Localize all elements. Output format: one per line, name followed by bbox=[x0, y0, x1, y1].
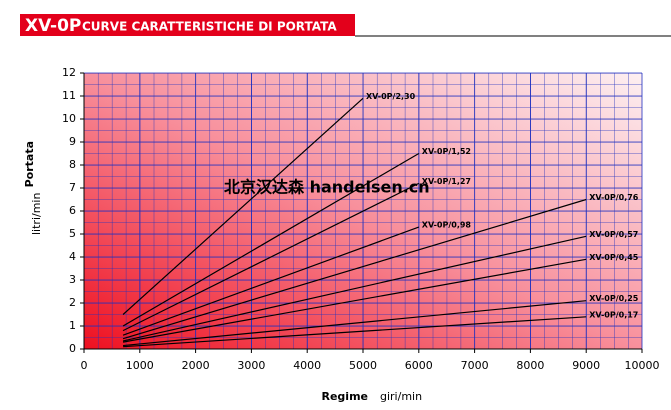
series-line bbox=[122, 97, 364, 315]
title-box bbox=[20, 14, 355, 36]
series-label: XV-0P/1,52 bbox=[422, 147, 471, 156]
y-tick-label: 6 bbox=[69, 204, 76, 217]
y-tick-label: 7 bbox=[69, 181, 76, 194]
x-tick-label: 7000 bbox=[461, 359, 489, 372]
x-tick-label: 0 bbox=[81, 359, 88, 372]
y-tick-label: 4 bbox=[69, 250, 76, 263]
series-line bbox=[122, 182, 420, 332]
x-tick-label: 10000 bbox=[625, 359, 660, 372]
series-line bbox=[122, 258, 587, 343]
series-label: XV-0P/0,57 bbox=[589, 230, 638, 239]
y-axis-label: Portata bbox=[23, 141, 36, 187]
series-label: XV-0P/0,25 bbox=[589, 294, 639, 303]
series-label: XV-0P/0,98 bbox=[422, 221, 472, 230]
y-tick-label: 11 bbox=[62, 89, 76, 102]
series-line bbox=[122, 198, 587, 340]
series-label: XV-0P/0,45 bbox=[589, 253, 639, 262]
x-tick-label: 4000 bbox=[293, 359, 321, 372]
series-line bbox=[122, 226, 420, 336]
y-axis-unit: litri/min bbox=[30, 193, 43, 235]
x-tick-label: 8000 bbox=[516, 359, 544, 372]
series-line bbox=[123, 316, 587, 348]
x-tick-label: 2000 bbox=[182, 359, 210, 372]
x-tick-label: 6000 bbox=[405, 359, 433, 372]
y-tick-label: 8 bbox=[69, 158, 76, 171]
y-tick-label: 2 bbox=[69, 296, 76, 309]
y-tick-label: 9 bbox=[69, 135, 76, 148]
x-tick-label: 9000 bbox=[572, 359, 600, 372]
series-label: XV-0P/2,30 bbox=[366, 92, 416, 101]
y-tick-label: 5 bbox=[69, 227, 76, 240]
y-tick-label: 3 bbox=[69, 273, 76, 286]
watermark: 北京汉达森 handelsen.cn bbox=[224, 178, 430, 197]
series-label: XV-0P/0,17 bbox=[589, 310, 638, 319]
x-axis-unit: giri/min bbox=[380, 390, 422, 403]
x-tick-label: 5000 bbox=[349, 359, 377, 372]
y-tick-label: 0 bbox=[69, 342, 76, 355]
series-label: XV-0P/0,76 bbox=[589, 193, 639, 202]
series-line bbox=[122, 152, 420, 327]
series-line bbox=[123, 300, 587, 347]
x-axis-label: Regime bbox=[322, 390, 369, 403]
y-tick-label: 10 bbox=[62, 112, 76, 125]
series-line bbox=[122, 235, 587, 342]
series-label: XV-0P/1,27 bbox=[422, 177, 471, 186]
chart-title: XV-0P bbox=[25, 16, 81, 36]
y-tick-label: 12 bbox=[62, 66, 76, 79]
x-tick-label: 3000 bbox=[237, 359, 265, 372]
y-tick-label: 1 bbox=[69, 319, 76, 332]
chart-subtitle: CURVE CARATTERISTICHE DI PORTATA bbox=[82, 20, 337, 34]
x-tick-label: 1000 bbox=[126, 359, 154, 372]
